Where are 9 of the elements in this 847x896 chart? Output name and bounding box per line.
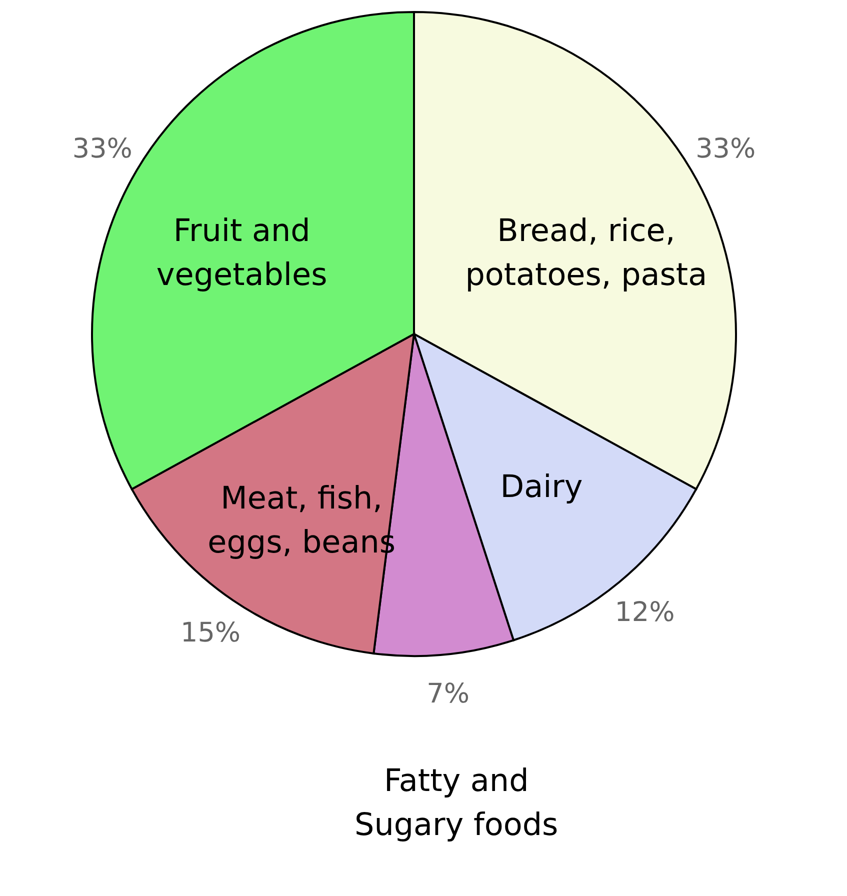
data-label: 33% [696,134,756,165]
data-label: 7% [426,678,470,710]
slice-label: Dairy [500,469,583,506]
slice-label: Bread, rice, potatoes, pasta [465,213,708,294]
slice-label: Fatty and Sugary foods [354,763,558,844]
slice-label: Fruit and vegetables [156,213,328,294]
data-label: 33% [72,134,132,165]
data-label: 12% [614,596,675,628]
data-label: 15% [180,617,241,648]
